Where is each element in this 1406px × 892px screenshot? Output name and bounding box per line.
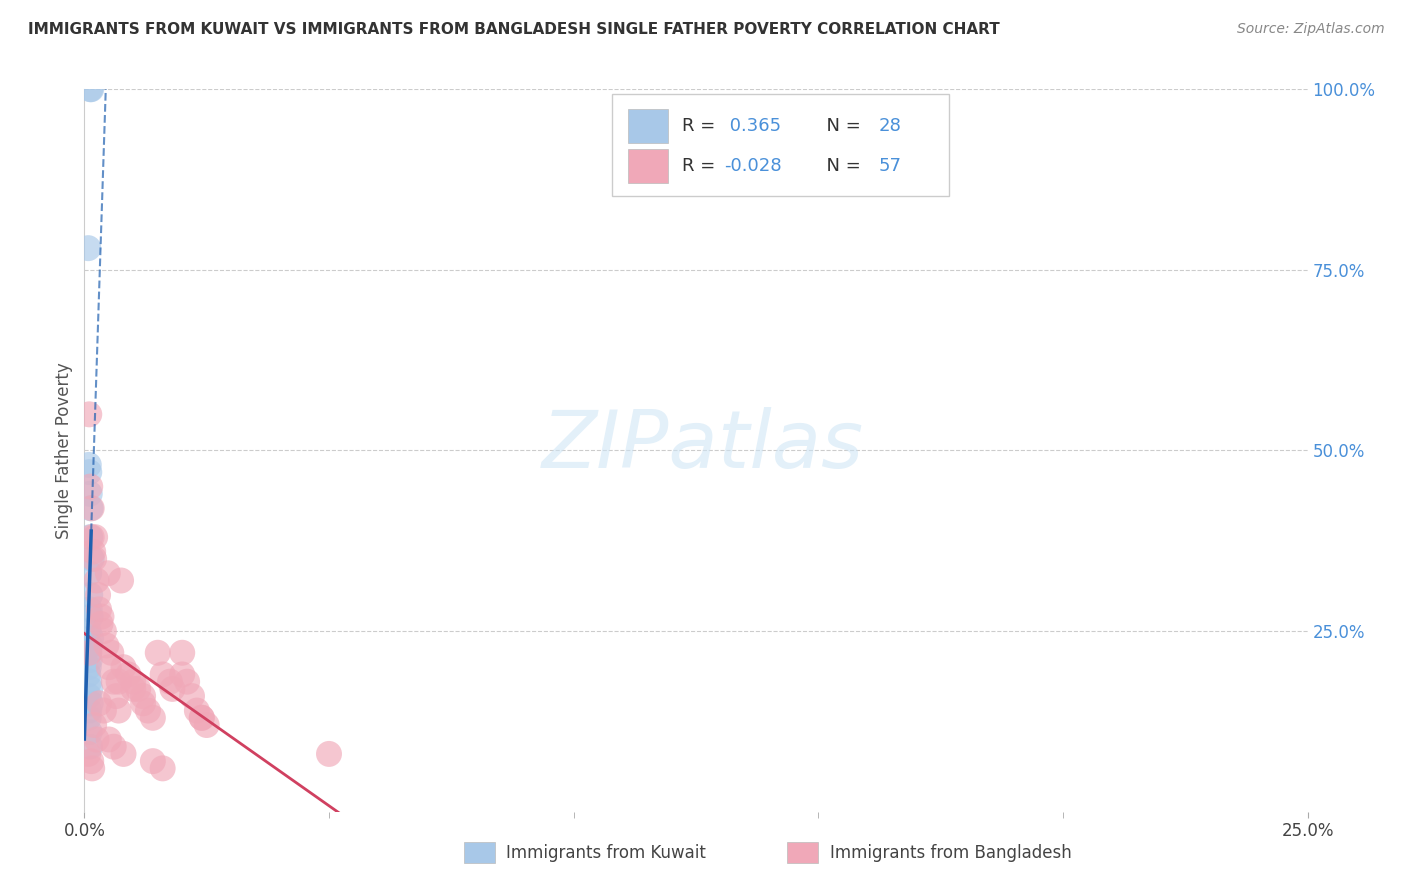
Point bbox=[82, 761, 104, 775]
Text: R =: R = bbox=[682, 117, 721, 135]
Point bbox=[100, 646, 122, 660]
Point bbox=[77, 646, 100, 660]
Point bbox=[77, 667, 100, 681]
Point bbox=[79, 681, 101, 696]
Text: Source: ZipAtlas.com: Source: ZipAtlas.com bbox=[1237, 22, 1385, 37]
Point bbox=[80, 82, 103, 96]
Point bbox=[93, 624, 115, 639]
Point bbox=[80, 696, 103, 710]
Point bbox=[83, 718, 105, 732]
Point bbox=[96, 639, 118, 653]
Text: ZIPatlas: ZIPatlas bbox=[541, 407, 865, 485]
Text: 57: 57 bbox=[879, 157, 901, 175]
Point bbox=[122, 681, 145, 696]
Point bbox=[186, 704, 208, 718]
Point bbox=[117, 667, 139, 681]
Point bbox=[79, 480, 101, 494]
Point bbox=[172, 646, 194, 660]
Text: Immigrants from Bangladesh: Immigrants from Bangladesh bbox=[830, 844, 1071, 862]
Point bbox=[79, 639, 101, 653]
Point bbox=[172, 667, 194, 681]
Point bbox=[77, 458, 100, 472]
Point bbox=[79, 725, 101, 739]
Point bbox=[97, 732, 120, 747]
Point bbox=[87, 602, 110, 616]
Point bbox=[77, 407, 100, 421]
Point bbox=[77, 674, 100, 689]
Point bbox=[103, 739, 125, 754]
Point bbox=[80, 632, 103, 646]
Point bbox=[90, 609, 112, 624]
Point bbox=[152, 761, 174, 775]
Point bbox=[79, 82, 101, 96]
Point bbox=[132, 696, 155, 710]
Point bbox=[195, 718, 218, 732]
Point bbox=[80, 530, 103, 544]
Point bbox=[77, 660, 100, 674]
Point bbox=[105, 689, 128, 703]
Text: -0.028: -0.028 bbox=[724, 157, 782, 175]
Text: N =: N = bbox=[815, 157, 868, 175]
Text: Immigrants from Kuwait: Immigrants from Kuwait bbox=[506, 844, 706, 862]
Point bbox=[77, 646, 100, 660]
Text: 0.365: 0.365 bbox=[724, 117, 782, 135]
Point bbox=[176, 674, 198, 689]
Point bbox=[77, 711, 100, 725]
Point bbox=[318, 747, 340, 761]
Point bbox=[77, 241, 100, 255]
Point bbox=[132, 689, 155, 703]
Point bbox=[127, 681, 149, 696]
Point bbox=[83, 551, 105, 566]
Point bbox=[80, 501, 103, 516]
Point bbox=[79, 653, 101, 667]
Point bbox=[79, 739, 101, 754]
Point bbox=[97, 566, 120, 581]
Point bbox=[122, 674, 145, 689]
Point bbox=[87, 696, 110, 710]
Point bbox=[77, 689, 100, 703]
Point bbox=[79, 588, 101, 602]
Point bbox=[112, 747, 135, 761]
Point bbox=[93, 704, 115, 718]
Point bbox=[146, 646, 169, 660]
Point bbox=[103, 674, 125, 689]
Point bbox=[112, 660, 135, 674]
Y-axis label: Single Father Poverty: Single Father Poverty bbox=[55, 362, 73, 539]
Point bbox=[86, 732, 108, 747]
Point bbox=[89, 616, 111, 631]
Point bbox=[77, 465, 100, 479]
Point bbox=[110, 574, 132, 588]
Point bbox=[159, 674, 181, 689]
Point bbox=[86, 574, 108, 588]
Point bbox=[136, 704, 159, 718]
Point bbox=[77, 704, 100, 718]
Point bbox=[77, 747, 100, 761]
Point bbox=[142, 754, 165, 768]
Point bbox=[191, 711, 214, 725]
Point bbox=[97, 660, 120, 674]
Point bbox=[80, 754, 103, 768]
Point bbox=[152, 667, 174, 681]
Point bbox=[79, 487, 101, 501]
Point bbox=[82, 544, 104, 558]
Point bbox=[107, 704, 129, 718]
Point bbox=[77, 624, 100, 639]
Point bbox=[162, 681, 184, 696]
Point bbox=[80, 551, 103, 566]
Point bbox=[80, 609, 103, 624]
Point bbox=[84, 530, 107, 544]
Text: R =: R = bbox=[682, 157, 721, 175]
Point bbox=[87, 588, 110, 602]
Point bbox=[142, 711, 165, 725]
Text: N =: N = bbox=[815, 117, 868, 135]
Point bbox=[79, 602, 101, 616]
Point bbox=[80, 501, 103, 516]
Point bbox=[77, 566, 100, 581]
Point bbox=[181, 689, 204, 703]
Point bbox=[79, 530, 101, 544]
Point bbox=[107, 674, 129, 689]
Point bbox=[191, 711, 214, 725]
Text: 28: 28 bbox=[879, 117, 901, 135]
Text: IMMIGRANTS FROM KUWAIT VS IMMIGRANTS FROM BANGLADESH SINGLE FATHER POVERTY CORRE: IMMIGRANTS FROM KUWAIT VS IMMIGRANTS FRO… bbox=[28, 22, 1000, 37]
